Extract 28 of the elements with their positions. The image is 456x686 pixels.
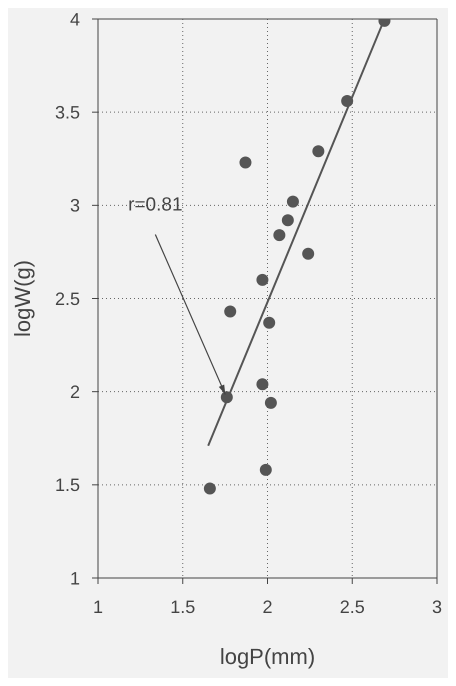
point: [282, 214, 294, 226]
point: [302, 248, 314, 260]
point: [224, 306, 236, 318]
y-axis-title: logW(g): [10, 260, 35, 338]
annotation: r=0.81: [128, 194, 183, 216]
point: [204, 482, 216, 495]
y-tick-label: 2: [70, 382, 80, 402]
point: [256, 274, 268, 286]
x-tick-label: 2: [262, 596, 273, 617]
y-tick-label: 3.5: [54, 102, 80, 123]
x-axis-title: logP(mm): [220, 644, 316, 669]
x-tick-label: 3: [432, 596, 442, 617]
x-tick-label: 2.5: [340, 596, 365, 617]
point: [273, 229, 286, 242]
y-tick-label: 2.5: [54, 288, 80, 309]
point: [286, 196, 299, 208]
point: [256, 378, 268, 390]
point: [264, 396, 277, 409]
x-tick-label: 1.5: [170, 596, 196, 617]
y-tick-label: 4: [70, 9, 80, 30]
y-tick-label: 3: [70, 196, 80, 216]
y-tick-label: 1.5: [54, 475, 80, 496]
y-tick-label: 1: [70, 568, 80, 588]
point: [263, 316, 276, 329]
point: [239, 156, 252, 168]
x-tick-label: 1: [92, 596, 104, 617]
point: [260, 464, 272, 476]
point: [312, 145, 324, 158]
